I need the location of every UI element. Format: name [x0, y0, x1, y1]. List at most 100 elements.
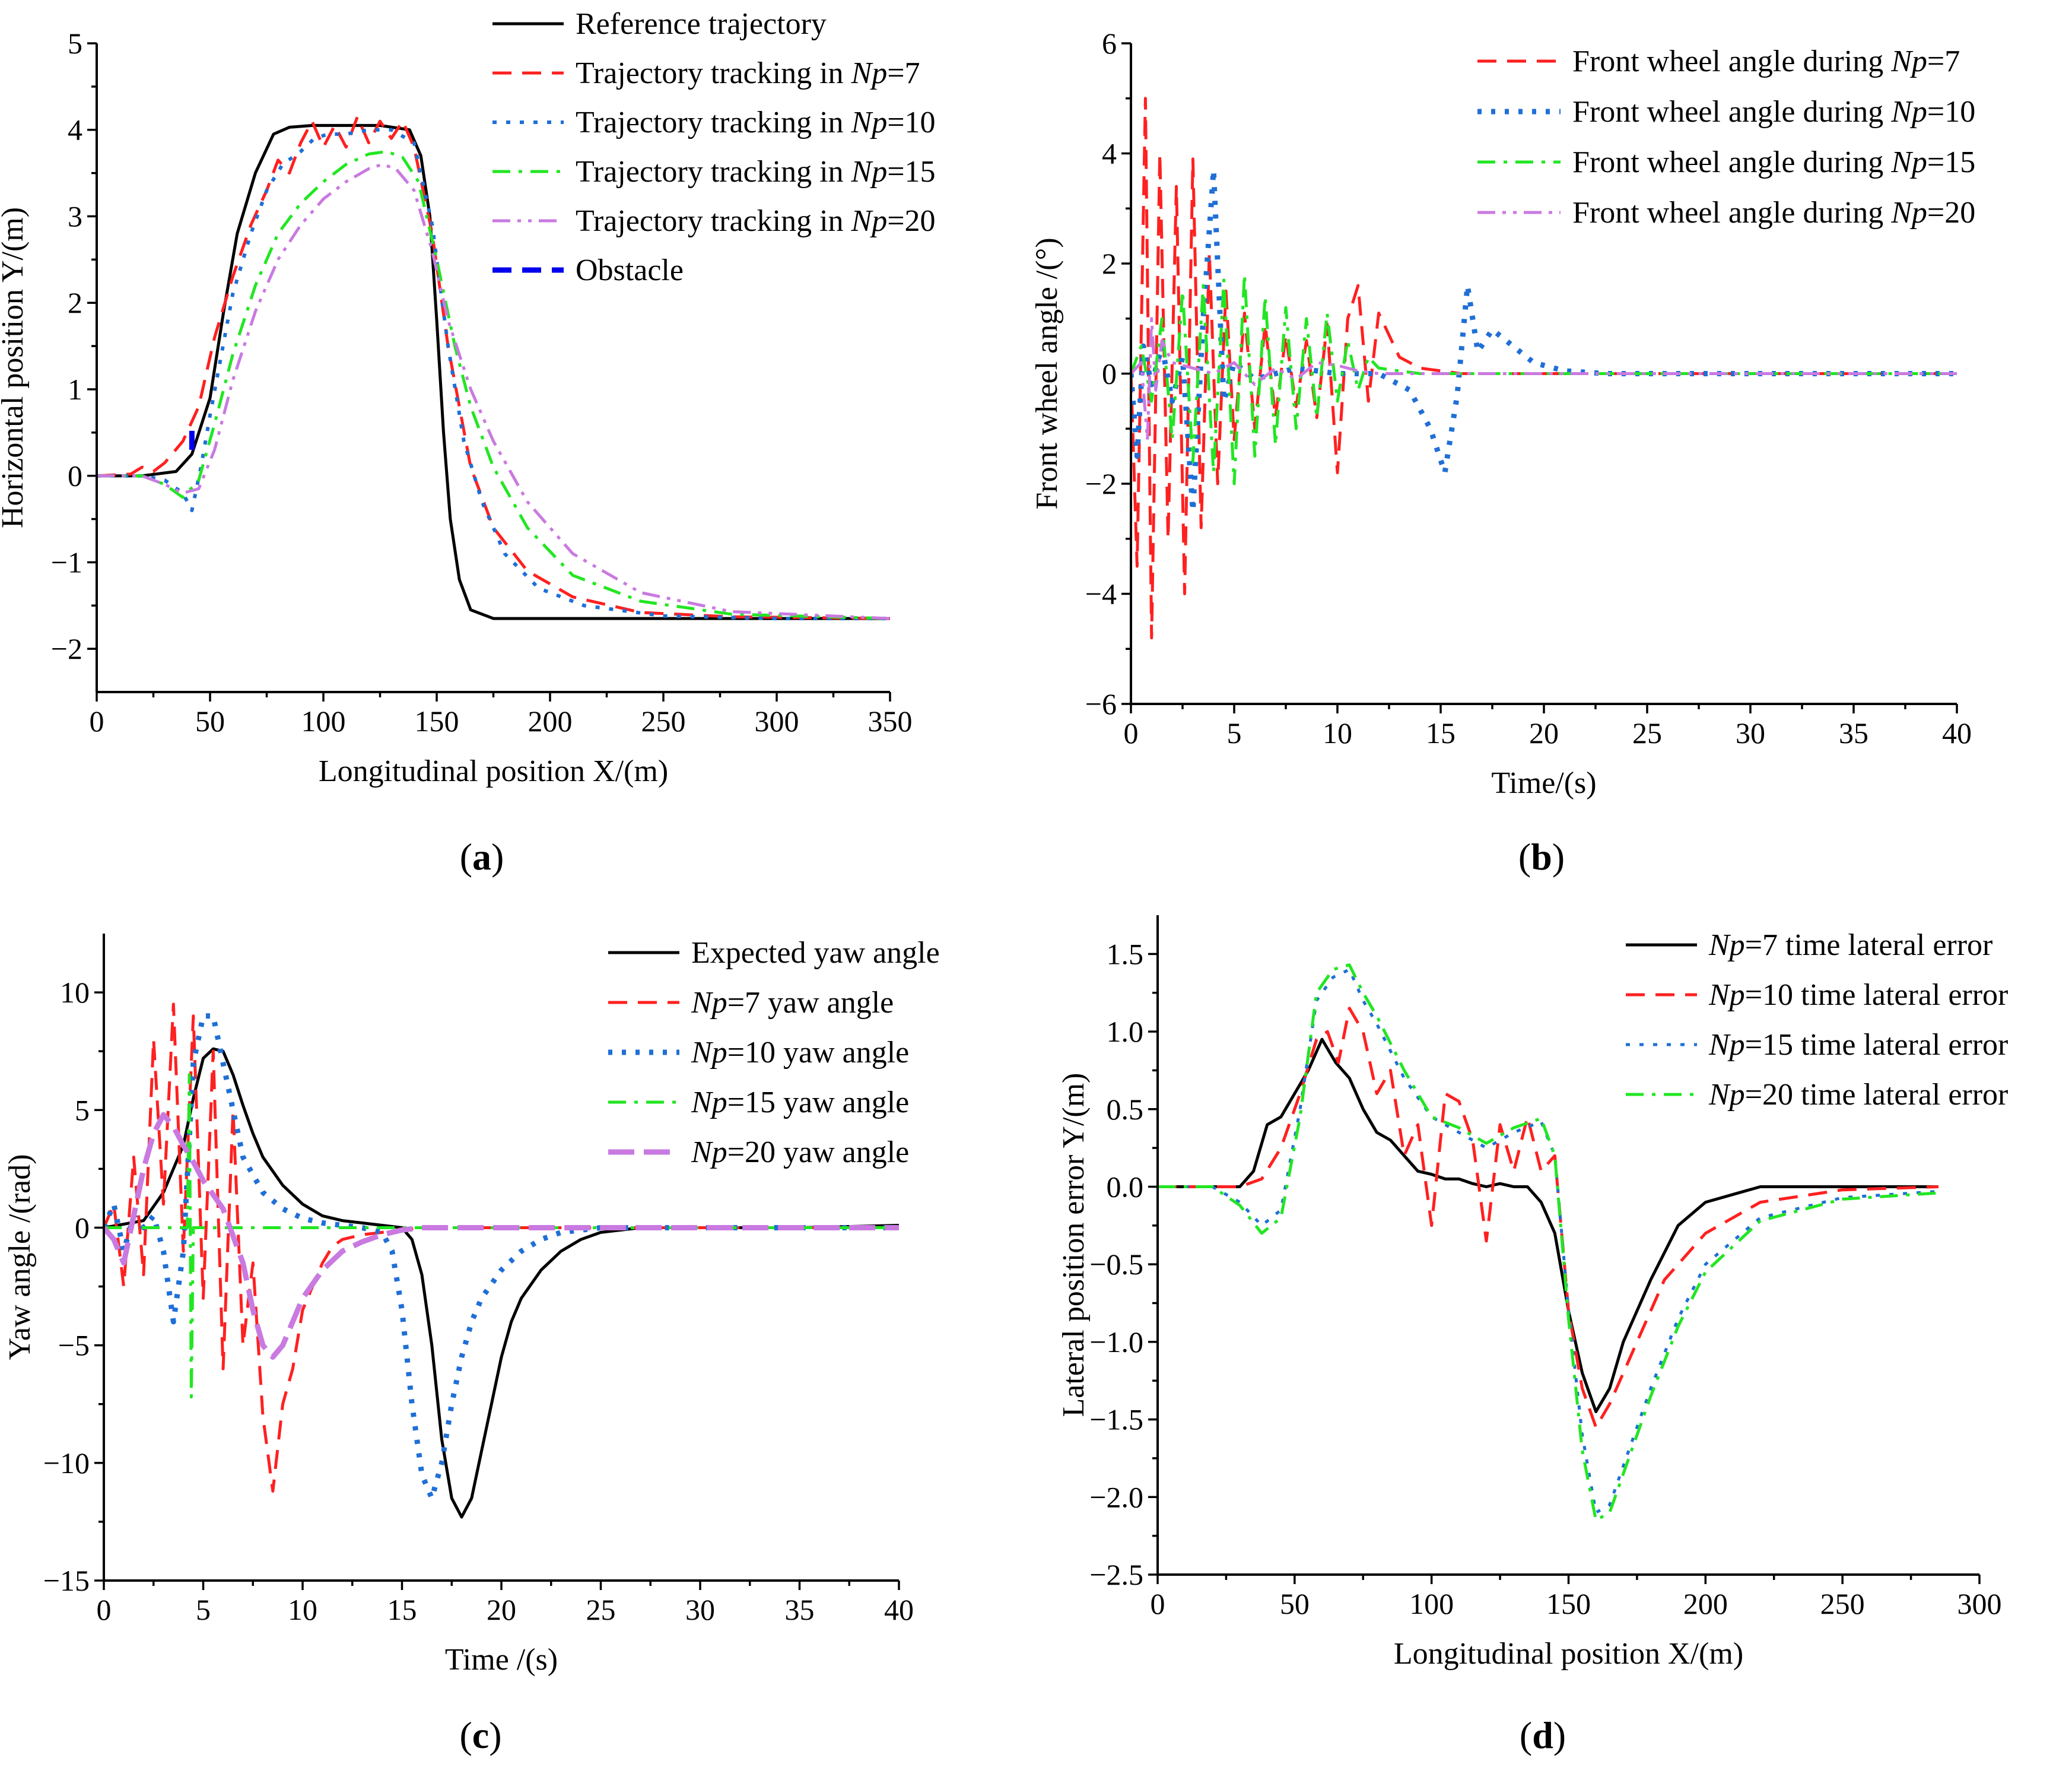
y-tick-label: 0 — [75, 1211, 90, 1244]
x-tick-label: 35 — [1839, 716, 1868, 750]
legend-label: Np=15 time lateral error — [1708, 1028, 2008, 1062]
legend-label: Trajectory tracking in Np=7 — [576, 56, 920, 90]
panel-label: (b) — [1518, 836, 1565, 878]
series-line-3 — [1158, 963, 1938, 1522]
y-tick-label: −2.5 — [1089, 1558, 1143, 1591]
x-axis-title: Longitudinal position X/(m) — [319, 754, 668, 788]
legend-label: Trajectory tracking in Np=20 — [576, 204, 936, 238]
y-tick-label: −6 — [1085, 687, 1117, 721]
legend-label: Np=10 yaw angle — [691, 1036, 909, 1070]
y-tick-label: 1 — [68, 373, 82, 406]
y-axis-title: Horizontal position Y/(m) — [0, 207, 30, 528]
x-tick-label: 150 — [1546, 1587, 1591, 1620]
series-line-1 — [104, 1002, 899, 1493]
x-tick-label: 250 — [641, 705, 686, 738]
y-tick-label: −5 — [58, 1329, 90, 1362]
y-tick-label: 5 — [68, 27, 82, 60]
series-line-2 — [97, 128, 890, 621]
series-group — [97, 115, 890, 621]
series-line-4 — [97, 163, 890, 620]
y-tick-label: 0 — [68, 459, 82, 493]
y-tick-label: 5 — [75, 1093, 90, 1127]
y-tick-label: −2 — [51, 632, 82, 665]
x-tick-label: 250 — [1820, 1587, 1865, 1620]
legend: Reference trajectory Trajectory tracking … — [492, 7, 936, 287]
x-tick-label: 20 — [1529, 716, 1559, 750]
series-line-0 — [97, 123, 890, 620]
x-tick-label: 150 — [415, 705, 459, 738]
legend: Np=7 time lateral error Np=10 time latera… — [1626, 928, 2008, 1112]
y-tick-label: 4 — [1102, 137, 1117, 170]
x-tick-label: 0 — [97, 1593, 112, 1626]
panel-b: 0 5 10 15 20 25 30 35 40 −6 −4 −2 0 2 4 6 Time/(s) Front … — [1030, 27, 1975, 878]
y-tick-label: −1.5 — [1089, 1403, 1143, 1436]
x-tick-label: 40 — [1942, 716, 1972, 750]
legend-label: Np=20 time lateral error — [1708, 1078, 2008, 1112]
legend-label: Front wheel angle during Np=20 — [1572, 196, 1975, 230]
legend-label: Front wheel angle during Np=10 — [1572, 95, 1975, 129]
y-tick-label: 1.0 — [1107, 1015, 1144, 1048]
x-tick-label: 20 — [487, 1593, 516, 1626]
x-tick-label: 5 — [196, 1593, 211, 1626]
x-tick-label: 0 — [90, 705, 104, 738]
series-line-2 — [104, 1013, 899, 1501]
y-tick-label: −0.5 — [1089, 1248, 1143, 1281]
y-tick-label: 1.5 — [1107, 937, 1144, 970]
x-tick-label: 300 — [1957, 1587, 2002, 1620]
x-axis-title: Time /(s) — [445, 1643, 558, 1677]
series-line-3 — [1131, 317, 1957, 442]
series-group — [104, 1002, 899, 1519]
x-axis-title: Longitudinal position X/(m) — [1394, 1637, 1743, 1671]
x-tick-label: 200 — [528, 705, 573, 738]
legend-label: Reference trajectory — [576, 7, 827, 41]
panel-label: (a) — [460, 836, 504, 878]
legend-label: Front wheel angle during Np=15 — [1572, 145, 1975, 179]
y-tick-label: 3 — [68, 199, 82, 233]
legend-label: Trajectory tracking in Np=10 — [576, 106, 936, 139]
panel-label: (d) — [1520, 1714, 1566, 1756]
series-group — [1131, 97, 1957, 640]
y-axis-title: Yaw angle /(rad) — [3, 1154, 37, 1360]
legend: Expected yaw angle Np=7 yaw angle Np=10 ya… — [608, 936, 940, 1169]
legend-label: Np=7 yaw angle — [691, 986, 894, 1020]
x-tick-label: 100 — [301, 705, 346, 738]
y-tick-label: −10 — [43, 1446, 90, 1480]
x-tick-label: 50 — [195, 705, 225, 738]
legend-label: Np=15 yaw angle — [691, 1086, 909, 1119]
panel-a: 0 50 100 150 200 250 300 350 −2 −1 0 1 2 3 4 5 Longitudi… — [0, 7, 936, 878]
x-tick-label: 5 — [1227, 716, 1242, 750]
x-tick-label: 10 — [288, 1593, 317, 1626]
y-tick-label: −15 — [43, 1564, 90, 1597]
y-tick-label: −1.0 — [1089, 1325, 1143, 1359]
legend-label: Np=10 time lateral error — [1708, 978, 2008, 1012]
legend-label: Expected yaw angle — [691, 936, 940, 970]
legend-label: Np=7 time lateral error — [1708, 928, 1992, 962]
x-tick-label: 50 — [1280, 1587, 1310, 1620]
series-line-0 — [1131, 97, 1957, 640]
x-tick-label: 15 — [1426, 716, 1456, 750]
series-line-4 — [104, 1112, 899, 1360]
panel-d: 0 50 100 150 200 250 300 −2.5 −2.0 −1.5 −1.0 −0.5 0.… — [1057, 915, 2008, 1756]
x-tick-label: 10 — [1323, 716, 1352, 750]
x-tick-label: 0 — [1124, 716, 1139, 750]
legend-label: Trajectory tracking in Np=15 — [576, 155, 936, 189]
series-line-2 — [1131, 273, 1957, 485]
legend-label: Np=20 yaw angle — [691, 1135, 909, 1169]
x-tick-label: 100 — [1409, 1587, 1454, 1620]
panel-label: (c) — [459, 1714, 501, 1756]
series-line-1 — [97, 115, 890, 620]
x-tick-label: 25 — [1632, 716, 1662, 750]
y-tick-label: 2 — [1102, 247, 1117, 280]
x-tick-label: 300 — [755, 705, 799, 738]
legend-label: Obstacle — [576, 253, 684, 287]
series-line-1 — [1131, 167, 1957, 514]
y-tick-label: 10 — [60, 976, 90, 1009]
y-axis-title: Front wheel angle /(°) — [1030, 237, 1064, 509]
x-tick-label: 40 — [884, 1593, 914, 1626]
x-tick-label: 350 — [868, 705, 913, 738]
y-tick-label: 0 — [1102, 357, 1117, 391]
y-tick-label: −2 — [1085, 467, 1117, 500]
x-tick-label: 15 — [387, 1593, 417, 1626]
y-tick-label: −4 — [1085, 577, 1117, 611]
